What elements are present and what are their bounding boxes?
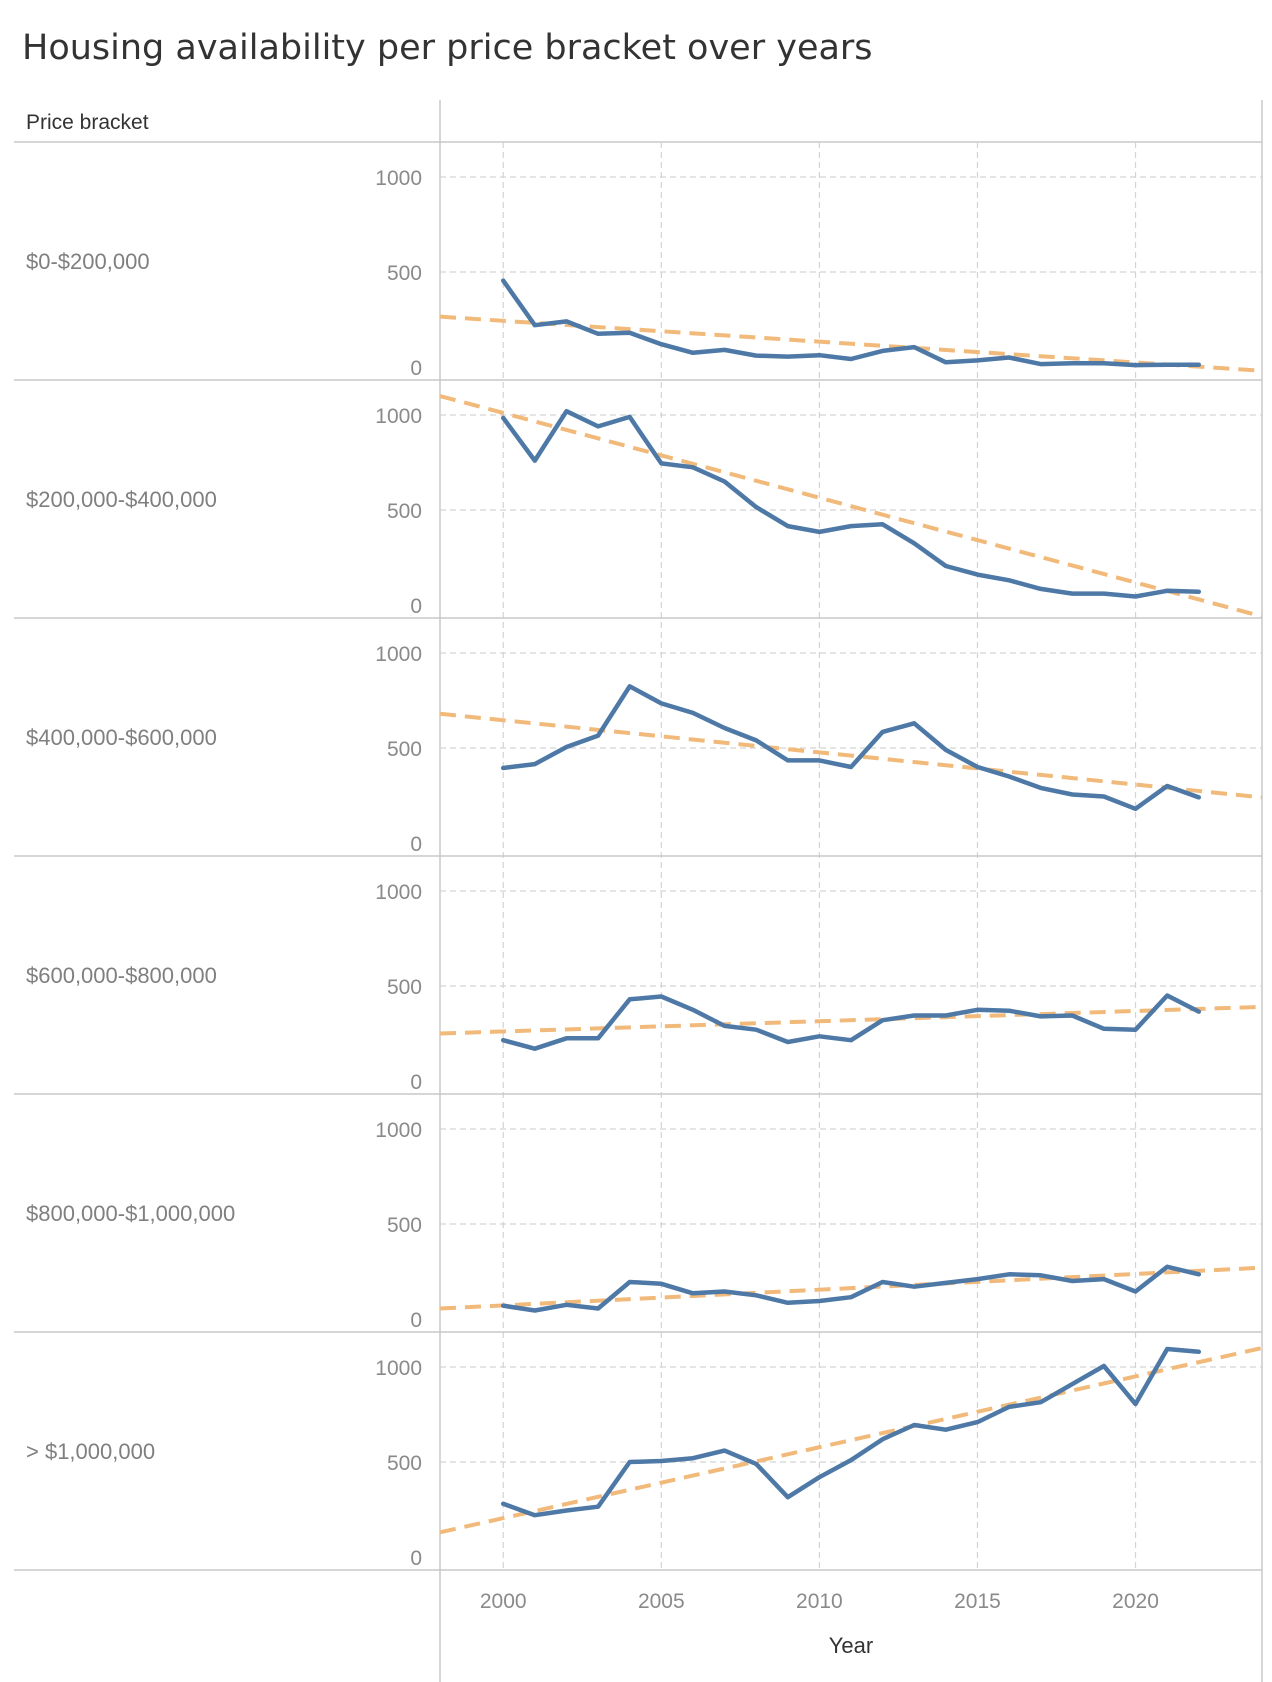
y-tick-label: 500 xyxy=(387,1452,422,1475)
series-line xyxy=(500,408,1202,599)
chart-title: Housing availability per price bracket o… xyxy=(22,28,873,68)
x-axis: 2000 2005 2010 2015 2020 Year xyxy=(480,1590,1159,1658)
y-tick-label: 1000 xyxy=(375,1357,422,1380)
row-header: Price bracket xyxy=(26,111,149,134)
y-tick-label: 500 xyxy=(387,976,422,999)
y-tick-label: 1000 xyxy=(375,1119,422,1142)
trend-line xyxy=(440,1265,1262,1311)
trend-line xyxy=(440,1004,1262,1036)
panel: 0 500 1000 $0-$200,000 xyxy=(14,167,1262,381)
row-label: $600,000-$800,000 xyxy=(26,963,217,988)
y-tick-label: 0 xyxy=(410,357,422,380)
y-tick-label: 500 xyxy=(387,1214,422,1237)
y-tick-label: 1000 xyxy=(375,881,422,904)
y-tick-label: 0 xyxy=(410,833,422,856)
x-tick-label: 2020 xyxy=(1112,1590,1159,1613)
row-label: $200,000-$400,000 xyxy=(26,487,217,512)
y-tick-label: 1000 xyxy=(375,643,422,666)
x-axis-title: Year xyxy=(829,1633,873,1658)
y-tick-label: 0 xyxy=(410,1071,422,1094)
series-line xyxy=(500,1264,1202,1313)
panel: 0 500 1000 > $1,000,000 xyxy=(14,1346,1262,1571)
y-tick-label: 500 xyxy=(387,262,422,285)
panel: 0 500 1000 $400,000-$600,000 xyxy=(14,643,1262,857)
row-label: $0-$200,000 xyxy=(26,249,150,274)
trend-line xyxy=(440,711,1262,800)
row-label: > $1,000,000 xyxy=(26,1439,155,1464)
x-tick-label: 2005 xyxy=(638,1590,685,1613)
y-tick-label: 0 xyxy=(410,1547,422,1570)
y-tick-label: 500 xyxy=(387,738,422,761)
row-label: $800,000-$1,000,000 xyxy=(26,1201,235,1226)
y-tick-label: 500 xyxy=(387,500,422,523)
series-line xyxy=(500,278,1202,368)
panels: 0 500 1000 $0-$200,000 0 500 1000 $200,000-$400… xyxy=(14,167,1262,1571)
series-line xyxy=(500,684,1202,812)
series-line xyxy=(500,1346,1202,1518)
x-tick-label: 2010 xyxy=(796,1590,843,1613)
y-tick-label: 0 xyxy=(410,1309,422,1332)
y-tick-label: 0 xyxy=(410,595,422,618)
panel: 0 500 1000 $800,000-$1,000,000 xyxy=(14,1119,1262,1333)
trend-line xyxy=(440,1346,1262,1535)
x-tick-label: 2015 xyxy=(954,1590,1001,1613)
series-line xyxy=(500,993,1202,1051)
y-tick-label: 1000 xyxy=(375,167,422,190)
x-tick-label: 2000 xyxy=(480,1590,527,1613)
panel: 0 500 1000 $600,000-$800,000 xyxy=(14,881,1262,1095)
panel: 0 500 1000 $200,000-$400,000 xyxy=(14,394,1262,619)
trend-line xyxy=(440,394,1262,618)
trend-line xyxy=(440,314,1262,373)
y-tick-label: 1000 xyxy=(375,405,422,428)
row-label: $400,000-$600,000 xyxy=(26,725,217,750)
